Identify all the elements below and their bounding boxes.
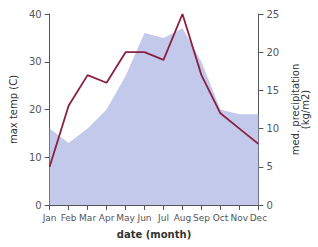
svg-text:Oct: Oct [213, 213, 229, 223]
svg-text:20: 20 [29, 104, 42, 115]
svg-text:10: 10 [29, 152, 42, 163]
svg-text:0: 0 [35, 200, 41, 211]
svg-text:(kg/m2): (kg/m2) [300, 90, 311, 130]
svg-text:Dec: Dec [250, 213, 267, 223]
svg-text:max temp (C): max temp (C) [8, 75, 19, 144]
svg-text:0: 0 [266, 200, 272, 211]
svg-text:Jan: Jan [42, 213, 57, 223]
svg-text:med. precipitation: med. precipitation [289, 63, 301, 156]
svg-text:Feb: Feb [61, 213, 77, 223]
svg-text:Nov: Nov [231, 213, 249, 223]
svg-text:Aug: Aug [174, 213, 192, 223]
svg-text:Apr: Apr [99, 213, 115, 223]
svg-text:40: 40 [29, 9, 42, 20]
svg-text:Jul: Jul [157, 213, 169, 223]
svg-text:15: 15 [266, 85, 279, 96]
svg-text:date (month): date (month) [117, 229, 191, 240]
svg-text:10: 10 [266, 123, 279, 134]
svg-text:Sep: Sep [193, 213, 210, 223]
svg-text:Jun: Jun [136, 213, 151, 223]
svg-text:25: 25 [266, 9, 279, 20]
svg-text:30: 30 [29, 56, 42, 67]
svg-text:5: 5 [266, 161, 272, 172]
svg-text:May: May [116, 213, 135, 223]
svg-text:Mar: Mar [79, 213, 96, 223]
svg-text:20: 20 [266, 47, 279, 58]
